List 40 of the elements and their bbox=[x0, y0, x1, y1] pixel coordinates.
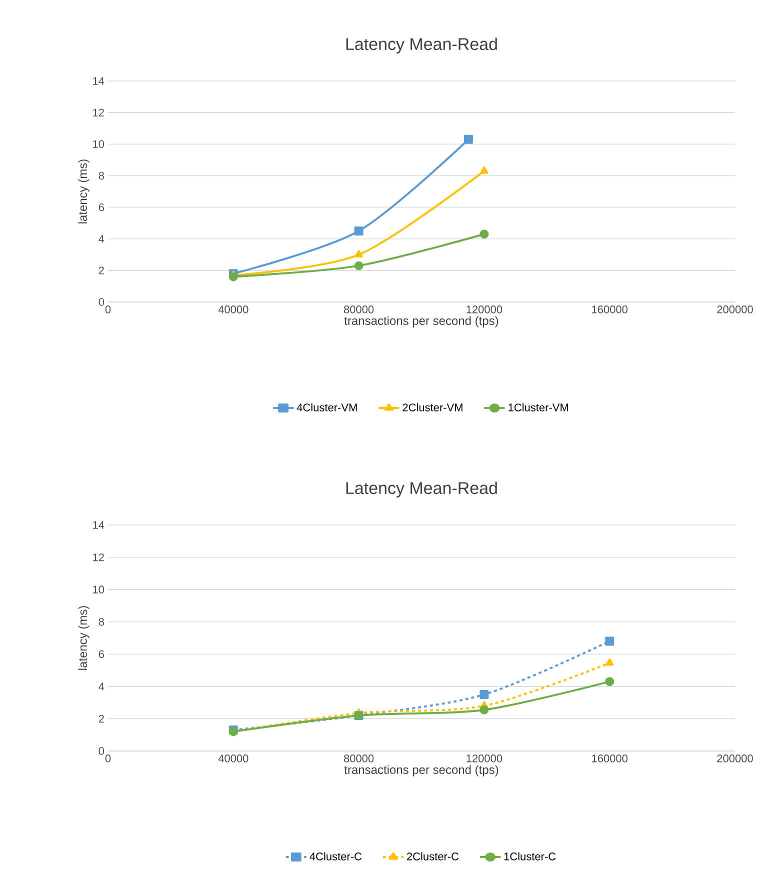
x-tick-label: 160000 bbox=[592, 306, 628, 314]
x-tick-label: 160000 bbox=[592, 754, 628, 762]
x-tick-label: 40000 bbox=[218, 754, 248, 762]
y-tick-label: 12 bbox=[93, 108, 104, 116]
y-tick-label: 2 bbox=[98, 266, 104, 274]
y-tick-label: 2 bbox=[98, 714, 104, 723]
y-tick-label: 4 bbox=[98, 235, 104, 243]
y-tick-label: 14 bbox=[93, 521, 104, 529]
x-tick-label: 0 bbox=[105, 754, 111, 762]
legend-label: 2Cluster-VM bbox=[402, 403, 462, 412]
x-tick-label: 80000 bbox=[344, 754, 374, 762]
y-tick-label: 10 bbox=[93, 140, 104, 148]
y-tick-label: 4 bbox=[98, 682, 104, 690]
y-tick-label: 8 bbox=[98, 618, 104, 626]
chart-title: Latency Mean-Read bbox=[346, 38, 497, 54]
x-tick-label: 120000 bbox=[466, 754, 502, 762]
y-tick-label: 8 bbox=[98, 172, 104, 180]
y-tick-label: 10 bbox=[93, 586, 104, 594]
y-tick-label: 0 bbox=[98, 298, 104, 306]
x-tick-label: 0 bbox=[105, 306, 111, 314]
legend-label: 4Cluster-C bbox=[310, 852, 362, 860]
chart-title: Latency Mean-Read bbox=[346, 482, 497, 498]
x-tick-label: 200000 bbox=[717, 754, 753, 762]
y-axis-title: latency (ms) bbox=[78, 160, 90, 224]
legend-label: 4Cluster-VM bbox=[296, 403, 357, 412]
legend-label: 1Cluster-VM bbox=[508, 403, 568, 412]
x-axis-title: transactions per second (tps) bbox=[344, 765, 498, 776]
y-tick-label: 12 bbox=[93, 553, 104, 562]
x-tick-label: 120000 bbox=[466, 306, 502, 314]
x-tick-label: 80000 bbox=[344, 306, 374, 314]
y-tick-label: 14 bbox=[93, 77, 104, 85]
y-axis-title: latency (ms) bbox=[78, 606, 90, 670]
x-tick-label: 200000 bbox=[717, 306, 753, 314]
legend-label: 1Cluster-C bbox=[504, 852, 556, 860]
x-tick-label: 40000 bbox=[218, 306, 248, 314]
legend-label: 2Cluster-C bbox=[407, 852, 459, 860]
y-tick-label: 6 bbox=[98, 203, 104, 212]
y-tick-label: 6 bbox=[98, 650, 104, 658]
y-tick-label: 0 bbox=[98, 747, 104, 755]
x-axis-title: transactions per second (tps) bbox=[344, 316, 498, 328]
